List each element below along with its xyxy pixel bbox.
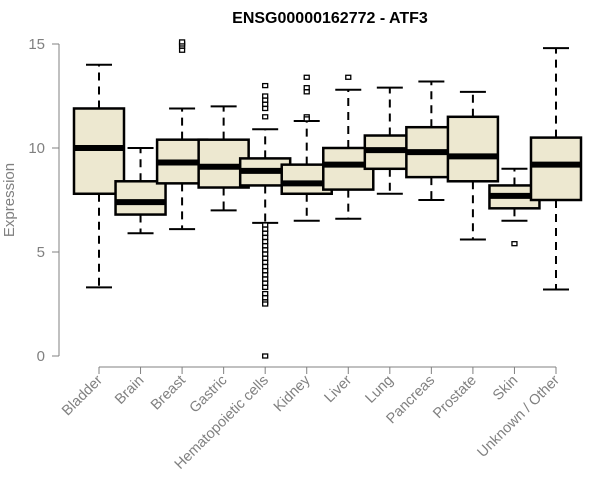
outlier-point <box>262 263 269 270</box>
outlier-point <box>262 105 269 112</box>
outlier-point <box>262 280 269 286</box>
outlier-point <box>262 301 269 307</box>
outlier-point <box>262 101 269 107</box>
outlier-point <box>262 243 269 249</box>
iqr-box <box>446 115 500 183</box>
outlier-point <box>303 85 310 91</box>
outlier-point <box>511 241 518 247</box>
y-tick-label: 15 <box>28 36 45 53</box>
outlier-point <box>262 259 269 266</box>
outlier-point <box>345 74 352 80</box>
outlier-point <box>262 97 269 103</box>
outlier-point <box>262 290 269 297</box>
y-axis: 0 5 10 15 <box>28 36 60 365</box>
outlier-point <box>262 238 269 245</box>
y-tick-label: 0 <box>37 348 45 365</box>
outlier-point <box>262 230 269 236</box>
outlier-point <box>262 222 269 228</box>
outlier-point <box>303 89 310 95</box>
x-tick-label: Prostate <box>430 373 479 422</box>
outlier-point <box>262 226 269 232</box>
outlier-point <box>262 272 269 278</box>
outlier-point <box>303 116 310 122</box>
outlier-point <box>303 74 310 80</box>
y-axis-label: Expression <box>1 163 18 237</box>
y-tick-label: 10 <box>28 140 45 157</box>
box-unknown-other <box>529 47 583 291</box>
outlier-point <box>262 114 269 120</box>
box-bladder <box>72 63 126 289</box>
boxes <box>72 39 583 359</box>
outlier-point <box>262 255 269 261</box>
outlier-point <box>262 93 269 99</box>
iqr-box <box>529 136 583 202</box>
outlier-point <box>262 234 269 241</box>
chart-title: ENSG00000162772 - ATF3 <box>232 10 428 27</box>
x-tick-label: Bladder <box>59 372 106 419</box>
outlier-point <box>262 247 269 253</box>
outlier-point <box>262 284 269 291</box>
outlier-point <box>262 295 269 301</box>
box-hematopoietic-cells <box>238 82 292 359</box>
box-brain <box>114 147 167 235</box>
x-tick-label: Liver <box>322 372 356 406</box>
x-tick-label: Skin <box>490 373 521 404</box>
iqr-box <box>72 107 126 196</box>
outlier-point <box>262 276 269 282</box>
outlier-point <box>178 39 186 45</box>
x-tick-label: Breast <box>148 373 189 414</box>
iqr-box <box>114 180 167 216</box>
x-tick-label: Brain <box>112 373 147 408</box>
outlier-point <box>262 82 269 89</box>
x-tick-label: Kidney <box>271 372 314 415</box>
outlier-point <box>262 268 269 274</box>
outlier-point <box>178 47 186 53</box>
outlier-point <box>262 353 269 359</box>
x-tick-label: Lung <box>363 373 397 407</box>
y-tick-label: 5 <box>37 244 45 261</box>
outlier-point <box>262 251 269 257</box>
box-prostate <box>446 90 500 241</box>
